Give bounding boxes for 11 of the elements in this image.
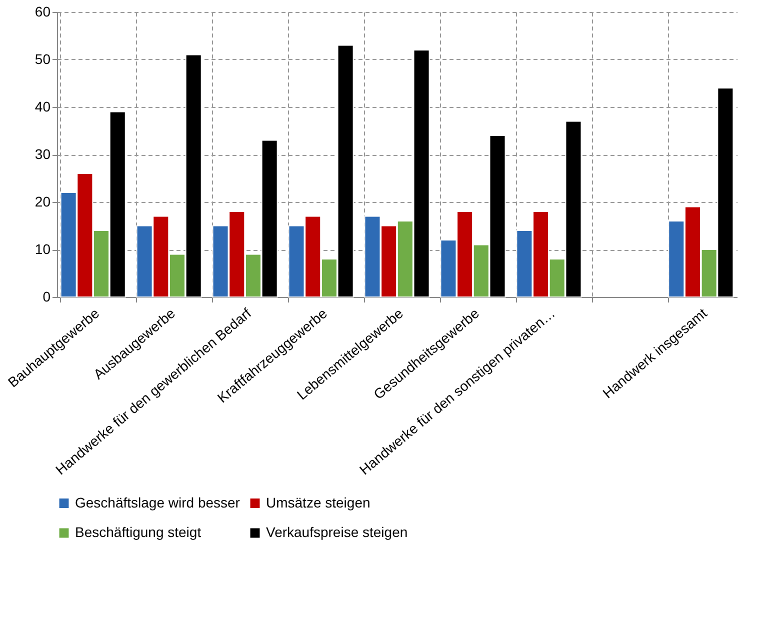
y-tick-label: 50 [34,51,51,67]
y-tick-label: 40 [34,98,51,114]
y-tick-label: 60 [34,4,51,20]
y-tick-label: 0 [42,288,51,304]
y-tick-label: 20 [34,194,51,210]
legend-label: Verkaufspreise steigen [266,524,408,540]
legend-label: Geschäftslage wird besser [75,494,240,510]
y-tick-label: 10 [34,241,51,257]
y-tick-label: 30 [34,146,51,162]
legend-label: Umsätze steigen [266,494,370,510]
legend-label: Beschäftigung steigt [75,524,202,540]
